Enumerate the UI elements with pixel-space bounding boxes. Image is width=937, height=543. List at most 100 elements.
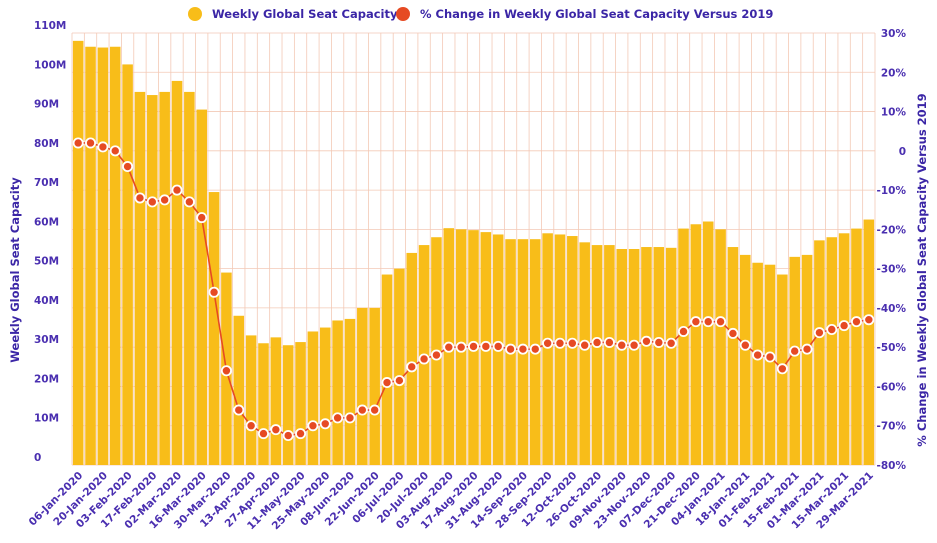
- seat-capacity-bar: [122, 64, 133, 465]
- pct-change-point: [517, 343, 529, 355]
- seat-capacity-bar: [665, 247, 677, 465]
- seat-capacity-bar: [357, 307, 368, 465]
- y-tick-label: 40M: [34, 295, 59, 307]
- y-tick-label: 80M: [34, 138, 59, 150]
- pct-change-point: [640, 335, 652, 347]
- pct-change-point: [245, 420, 257, 432]
- y2-tick-label: 30%: [881, 28, 907, 40]
- pct-change-point: [122, 161, 134, 173]
- seat-capacity-bar: [591, 245, 603, 465]
- seat-capacity-bar: [752, 262, 763, 465]
- seat-capacity-bar: [282, 345, 294, 465]
- pct-change-point: [801, 343, 813, 355]
- pct-change-point: [393, 375, 405, 387]
- pct-change-point: [381, 377, 393, 389]
- seat-capacity-bar: [159, 91, 170, 465]
- pct-change-point: [702, 316, 714, 328]
- pct-change-point: [554, 337, 566, 349]
- pct-change-point: [850, 316, 862, 328]
- seat-capacity-bar: [171, 80, 183, 466]
- legend-label-seat-capacity: Weekly Global Seat Capacity: [212, 7, 398, 21]
- pct-change-point: [752, 349, 764, 361]
- pct-change-point: [344, 412, 356, 424]
- y-axis-title: Weekly Global Seat Capacity: [8, 177, 22, 363]
- seat-capacity-bar: [702, 221, 714, 465]
- pct-change-point: [863, 314, 875, 326]
- x-axis-ticks: 06-Jan-202020-Jan-202003-Feb-202017-Feb-…: [27, 470, 876, 533]
- y-tick-label: 10M: [34, 413, 59, 425]
- y-tick-label: 70M: [34, 177, 59, 189]
- pct-change-point: [529, 343, 541, 355]
- pct-change-point: [826, 324, 838, 336]
- pct-change-point: [776, 363, 788, 375]
- pct-change-point: [418, 353, 430, 365]
- legend-marker-seat-capacity: [188, 7, 202, 21]
- seat-capacity-bar: [567, 236, 578, 465]
- left-axis-ticks: 0 10M 20M 30M 40M 50M 60M 70M 80M 90M 100M 110M: [34, 20, 66, 464]
- pct-change-point: [813, 327, 825, 339]
- seat-capacity-bar: [307, 331, 319, 465]
- seat-capacity-bar: [628, 249, 640, 465]
- seat-capacity-bar: [554, 234, 566, 465]
- pct-change-point: [715, 316, 727, 328]
- pct-change-point: [270, 424, 282, 436]
- pct-change-point: [467, 340, 479, 352]
- seat-capacity-bar: [789, 256, 800, 465]
- seat-capacity-bar: [369, 307, 380, 465]
- seat-capacity-bar: [344, 318, 356, 465]
- y2-tick-label: -30%: [877, 264, 907, 276]
- seat-capacity-bar: [653, 247, 665, 465]
- y2-tick-label: 0: [899, 146, 906, 158]
- pct-change-point: [653, 336, 665, 348]
- pct-change-point: [455, 341, 467, 353]
- y2-axis-title: % Change in Weekly Global Seat Capacity …: [915, 93, 929, 446]
- pct-change-point: [72, 137, 84, 149]
- y-tick-label: 50M: [34, 256, 59, 268]
- pct-change-point: [591, 336, 603, 348]
- pct-change-point: [332, 412, 344, 424]
- pct-change-point: [480, 340, 492, 352]
- seat-capacity-bar: [184, 91, 195, 465]
- pct-change-point: [443, 341, 455, 353]
- seat-capacity-bar: [147, 95, 158, 466]
- pct-change-point: [505, 343, 517, 355]
- pct-change-point: [430, 349, 442, 361]
- seat-capacity-bar: [801, 254, 813, 465]
- seat-capacity-bar: [233, 315, 245, 465]
- seat-capacity-bar: [740, 254, 751, 465]
- pct-change-point: [146, 196, 158, 208]
- pct-change-point: [233, 404, 245, 416]
- seat-capacity-bar: [542, 233, 553, 465]
- y-tick-label: 30M: [34, 334, 59, 346]
- pct-change-point: [295, 428, 307, 440]
- pct-change-point: [678, 325, 690, 337]
- seat-capacity-bar: [814, 240, 825, 465]
- pct-change-point: [579, 339, 591, 351]
- pct-change-point: [628, 339, 640, 351]
- y2-tick-label: 20%: [881, 67, 907, 79]
- seat-capacity-bar: [381, 274, 393, 465]
- pct-change-point: [542, 337, 554, 349]
- y2-tick-label: -60%: [877, 381, 907, 393]
- y2-tick-label: -20%: [877, 224, 907, 236]
- pct-change-point: [566, 337, 578, 349]
- pct-change-point: [220, 365, 232, 377]
- seat-capacity-bar: [295, 342, 306, 465]
- pct-change-point: [727, 327, 739, 339]
- pct-change-point: [665, 337, 677, 349]
- seat-capacity-bar: [134, 91, 146, 465]
- pct-change-point: [171, 184, 183, 196]
- y2-tick-label: -40%: [877, 303, 907, 315]
- pct-change-point: [109, 145, 121, 157]
- seat-capacity-bar: [863, 219, 875, 465]
- seat-capacity-bar: [258, 343, 269, 465]
- pct-change-point: [97, 141, 109, 153]
- y-tick-label: 20M: [34, 373, 59, 385]
- pct-change-point: [282, 430, 294, 442]
- pct-change-point: [183, 196, 195, 208]
- y2-tick-label: -80%: [877, 460, 907, 472]
- seat-capacity-bar: [97, 47, 109, 465]
- seat-capacity-bar: [319, 327, 331, 465]
- seat-capacity-bar: [838, 233, 850, 465]
